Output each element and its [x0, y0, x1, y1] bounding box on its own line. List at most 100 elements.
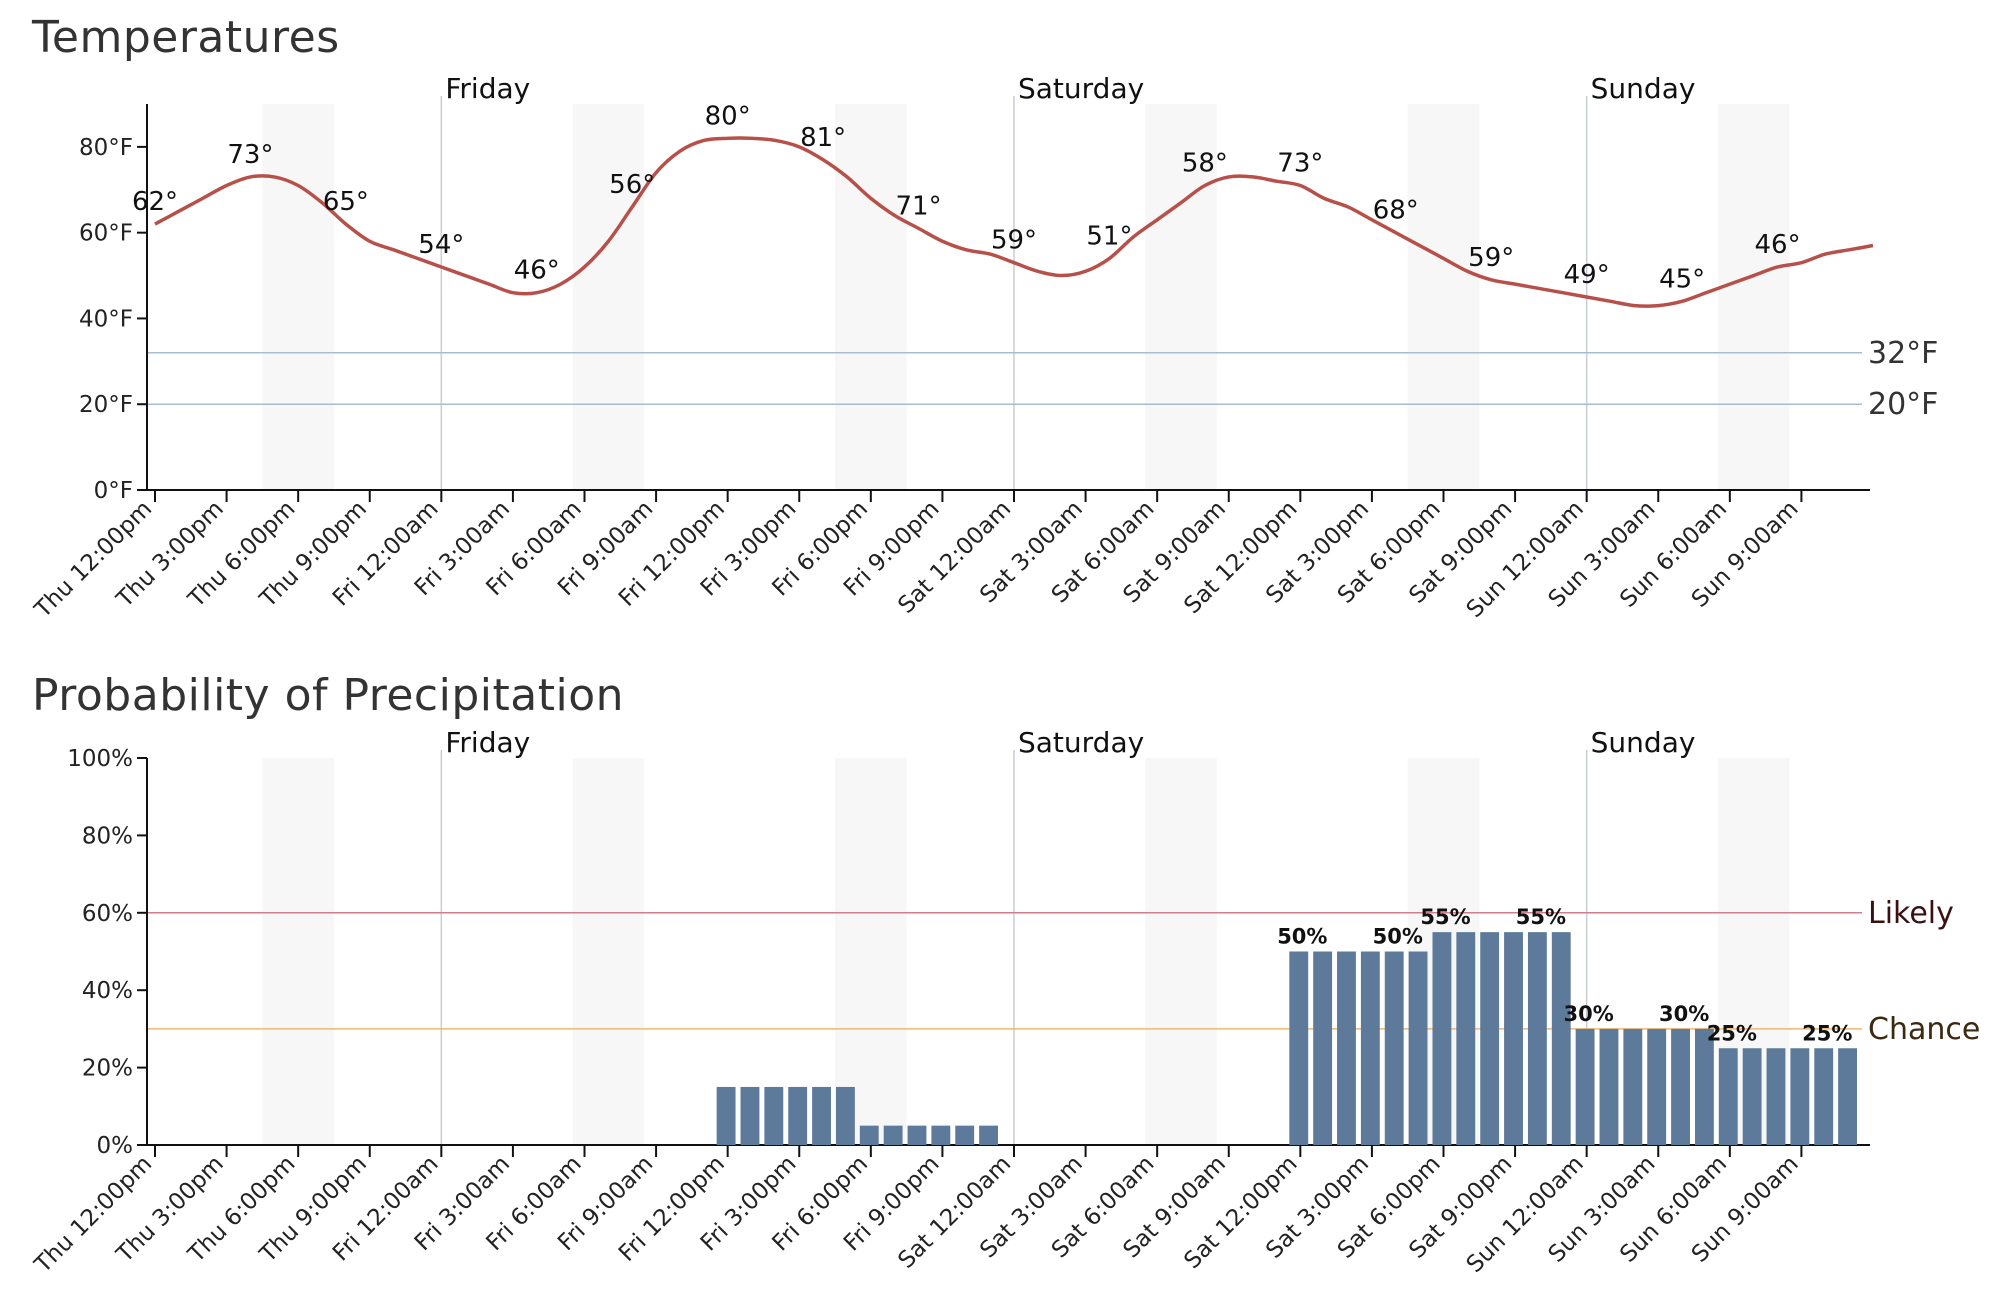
precipitation-bar: [1575, 1028, 1595, 1145]
precipitation-bar: [1384, 951, 1404, 1145]
precipitation-bar: [1527, 932, 1547, 1145]
precipitation-data-label: 50%: [1277, 925, 1327, 949]
precipitation-chart: Friday Saturday Sunday Likely Chance 0% 20% 40%…: [29, 726, 1980, 1279]
temperature-data-label: 54°: [418, 230, 464, 260]
temperature-data-label: 51°: [1086, 221, 1132, 251]
temperature-data-label: 59°: [1468, 243, 1514, 273]
day-label: Sunday: [1591, 726, 1696, 759]
temperature-data-label: 56°: [609, 170, 655, 200]
y-tick-label: 80°F: [79, 135, 133, 161]
precipitation-bar: [1456, 932, 1476, 1145]
y-tick-label: 40%: [82, 978, 133, 1004]
precipitation-bar: [1814, 1048, 1834, 1145]
precipitation-data-label: 55%: [1516, 905, 1566, 929]
night-band: [262, 758, 334, 1145]
night-band: [1145, 104, 1217, 490]
night-band: [1717, 104, 1790, 490]
precipitation-bar: [1504, 932, 1523, 1145]
temperature-chart-title: Temperatures: [32, 12, 340, 63]
temperature-data-label: 65°: [323, 187, 369, 217]
y-tick-label: 20°F: [79, 392, 133, 418]
precipitation-bar: [955, 1125, 975, 1145]
precipitation-bar: [979, 1125, 998, 1145]
y-tick-label: 0%: [97, 1133, 134, 1159]
precipitation-bar: [1647, 1028, 1667, 1145]
temperature-data-label: 62°: [132, 187, 178, 217]
temperature-data-label: 46°: [514, 256, 560, 286]
precipitation-bar: [859, 1125, 879, 1145]
precipitation-bar: [1623, 1028, 1643, 1145]
temperature-series-line: [154, 136, 1874, 308]
precipitation-bar: [1337, 951, 1356, 1145]
precipitation-bar: [1838, 1048, 1857, 1145]
day-label: Sunday: [1591, 72, 1696, 105]
y-tick-label: 20%: [82, 1056, 133, 1082]
reference-label: Chance: [1868, 1012, 1980, 1047]
night-band: [1407, 104, 1480, 490]
precipitation-bar: [1742, 1048, 1762, 1145]
temperature-data-label: 59°: [991, 226, 1037, 256]
temperatures-chart: Friday Saturday Sunday 32°F 20°F 0°F 20°F 40°F 6…: [29, 72, 1938, 624]
precipitation-bar: [931, 1125, 951, 1145]
temperature-data-label: 58°: [1182, 148, 1228, 178]
precipitation-data-label: 50%: [1373, 925, 1423, 949]
temperature-data-label: 73°: [1277, 148, 1323, 178]
temperature-data-label: 71°: [896, 191, 942, 221]
precipitation-bar: [1766, 1048, 1786, 1145]
precipitation-data-label: 30%: [1659, 1002, 1709, 1026]
temperature-data-label: 81°: [800, 123, 846, 153]
precipitation-bar: [788, 1086, 808, 1145]
precipitation-bar: [1480, 932, 1500, 1145]
precipitation-bar: [1289, 951, 1309, 1145]
night-band: [835, 104, 907, 490]
night-band: [262, 104, 334, 490]
precipitation-bar: [1313, 951, 1333, 1145]
temperature-data-label: 45°: [1659, 264, 1705, 294]
precipitation-bar: [764, 1086, 784, 1145]
precipitation-bar: [740, 1086, 760, 1145]
precipitation-bar: [812, 1086, 831, 1145]
day-label: Friday: [445, 726, 530, 759]
precipitation-bar: [1671, 1028, 1690, 1145]
day-label: Friday: [445, 72, 530, 105]
y-tick-label: 100%: [67, 746, 133, 772]
precipitation-bar: [1694, 1028, 1714, 1145]
precipitation-bar: [1432, 932, 1452, 1145]
precipitation-bar: [716, 1086, 736, 1145]
temperature-data-label: 68°: [1373, 196, 1419, 226]
precipitation-data-label: 30%: [1564, 1002, 1614, 1026]
night-band: [572, 104, 645, 490]
reference-label: 20°F: [1868, 387, 1938, 422]
precipitation-bar: [1718, 1048, 1738, 1145]
precipitation-bar: [1599, 1028, 1619, 1145]
reference-label: Likely: [1868, 896, 1954, 931]
night-band: [1145, 758, 1217, 1145]
temperature-data-label: 80°: [705, 101, 751, 131]
precipitation-bar: [907, 1125, 927, 1145]
precipitation-bar: [1551, 932, 1571, 1145]
day-label: Saturday: [1018, 726, 1144, 759]
reference-label: 32°F: [1868, 336, 1938, 371]
night-band: [572, 758, 645, 1145]
y-tick-label: 80%: [82, 823, 133, 849]
temperature-data-label: 73°: [227, 140, 273, 170]
precipitation-bar: [1790, 1048, 1810, 1145]
precipitation-bar: [835, 1086, 855, 1145]
y-tick-label: 60%: [82, 901, 133, 927]
temperature-data-label: 49°: [1564, 260, 1610, 290]
precipitation-bar: [1360, 951, 1380, 1145]
precipitation-data-label: 25%: [1802, 1021, 1852, 1045]
day-label: Saturday: [1018, 72, 1144, 105]
temperature-data-label: 46°: [1755, 230, 1801, 260]
y-tick-label: 0°F: [94, 478, 133, 504]
precipitation-chart-title: Probability of Precipitation: [32, 670, 624, 721]
precipitation-bar: [1408, 951, 1428, 1145]
night-band: [835, 758, 907, 1145]
precipitation-bar: [883, 1125, 903, 1145]
y-tick-label: 40°F: [79, 306, 133, 332]
y-tick-label: 60°F: [79, 221, 133, 247]
precipitation-data-label: 25%: [1707, 1021, 1757, 1045]
precipitation-data-label: 55%: [1420, 905, 1470, 929]
